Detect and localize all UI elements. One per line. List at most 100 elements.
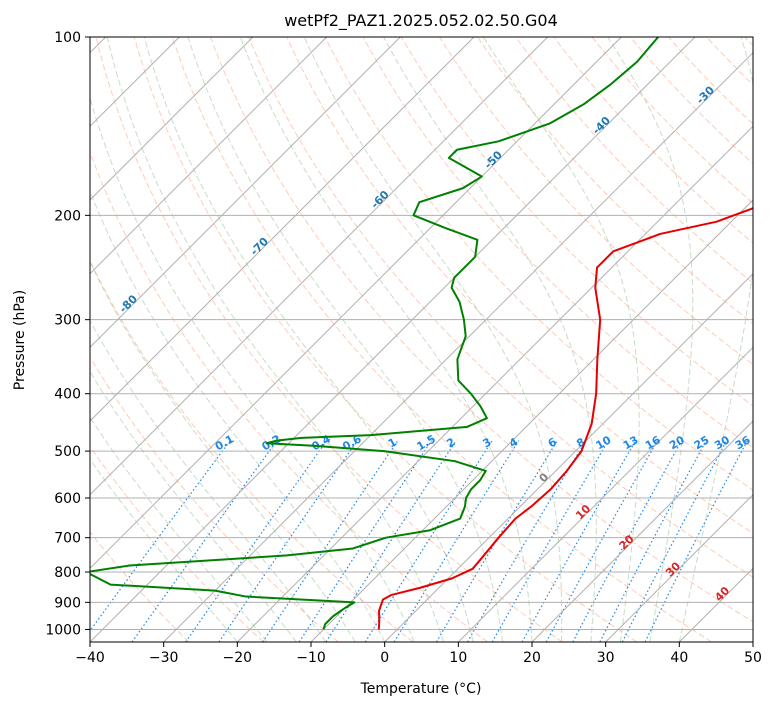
dry-adiabat-line: [248, 37, 753, 578]
isotherm-label: -80: [117, 292, 140, 315]
moist-adiabat-line: [90, 189, 386, 642]
moist-adiabat-line: [90, 370, 297, 642]
dry-adiabat-line: [210, 37, 753, 623]
y-tick-label: 100: [54, 30, 81, 46]
mixing-ratio-line: [599, 440, 707, 642]
y-tick-label: 800: [54, 565, 81, 581]
isotherm-line: [90, 37, 328, 275]
mixing-ratio-label: 6: [546, 435, 559, 450]
y-tick-label: 500: [54, 444, 81, 460]
mixing-ratio-label: 20: [667, 433, 687, 452]
mixing-ratio-line: [325, 440, 457, 642]
moist-adiabat-line: [90, 416, 268, 642]
isotherm-line: [236, 125, 753, 642]
dry-adiabat-line: [515, 37, 753, 284]
mixing-ratio-line: [218, 440, 358, 642]
dry-adiabat-line: [95, 37, 563, 642]
dewpoint-profile-line: [90, 37, 659, 630]
mixing-ratio-line: [131, 440, 278, 642]
x-axis-label: Temperature (°C): [360, 681, 482, 697]
mixing-ratio-label: 4: [507, 435, 520, 450]
x-tick-label: 20: [523, 650, 541, 666]
moist-adiabat-line: [90, 319, 327, 642]
y-tick-label: 1000: [45, 622, 81, 638]
dry-adiabat-line: [744, 37, 753, 47]
dry-adiabat-line: [133, 37, 638, 642]
mixing-ratio-label: 10: [594, 433, 614, 452]
isotherm-label: -30: [694, 83, 717, 106]
mixing-ratio-line: [545, 440, 659, 642]
isotherms: [90, 37, 753, 642]
x-tick-label: −10: [296, 650, 326, 666]
isotherm-line: [90, 37, 254, 201]
isotherm-line: [90, 37, 475, 422]
x-tick-label: 30: [597, 650, 615, 666]
dry-adiabat-line: [90, 531, 190, 642]
x-axis-ticks: −40 −30 −20 −10 0 10 20 30 40 50: [75, 642, 762, 666]
warm-isotherm-label: 30: [663, 559, 683, 579]
y-tick-label: 400: [54, 387, 81, 403]
y-tick-label: 700: [54, 531, 81, 547]
y-tick-label: 900: [54, 595, 81, 611]
isotherm-line: [384, 272, 753, 642]
isotherm-line: [605, 493, 753, 642]
isotherm-line: [310, 199, 753, 642]
mixing-ratio-line: [644, 440, 748, 642]
mixing-ratio-line: [185, 440, 328, 642]
x-tick-label: 50: [744, 650, 762, 666]
y-tick-label: 300: [54, 313, 81, 329]
x-tick-label: −40: [75, 650, 105, 666]
dry-adiabat-line: [90, 445, 264, 642]
moist-adiabat-line: [482, 37, 640, 642]
x-tick-label: 40: [670, 650, 688, 666]
mixing-ratio-label: 13: [621, 433, 641, 452]
temperature-profile-line: [377, 206, 753, 630]
plot-frame: [89, 36, 754, 643]
mixing-ratio-label: 16: [643, 433, 663, 452]
mixing-ratio-label: 1: [386, 435, 399, 450]
x-tick-label: 10: [449, 650, 467, 666]
dry-adiabat-line: [90, 150, 488, 642]
mixing-ratio-line: [90, 440, 231, 632]
mixing-ratio-label: 0.4: [310, 432, 334, 453]
isotherm-label: -60: [368, 188, 391, 211]
dry-adiabat-line: [400, 37, 753, 407]
mixing-ratio-line: [491, 440, 609, 642]
dry-adiabat-line: [90, 356, 339, 642]
dry-adiabat-line: [668, 37, 753, 125]
moist-adiabat-line: [678, 37, 753, 642]
mixing-ratio-line: [393, 440, 520, 642]
mixing-ratio-line: [466, 440, 587, 642]
dry-adiabat-line: [90, 259, 414, 642]
dry-adiabat-line: [439, 37, 753, 366]
isotherm-line: [90, 37, 549, 496]
moist-adiabat-line: [383, 37, 597, 642]
dry-adiabat-line: [591, 37, 753, 204]
moist-adiabat-line: [187, 37, 504, 642]
warm-isotherm-label: 40: [712, 584, 732, 604]
isotherm-label: -70: [248, 235, 271, 258]
moist-adiabat-line: [239, 37, 533, 642]
mixing-ratio-label: 2: [444, 435, 457, 450]
isotherm-line: [752, 641, 753, 642]
mixing-ratio-line: [298, 440, 432, 642]
mixing-ratio-line: [262, 440, 399, 642]
isotherm-line: [90, 37, 622, 570]
y-axis-ticks: 100 200 300 400 500 600 700 800 900 1000: [45, 30, 90, 638]
moist-adiabat-line: [106, 37, 445, 642]
mixing-ratio-label: 30: [712, 433, 732, 452]
x-tick-label: −20: [223, 650, 253, 666]
moist-adiabat-line: [303, 37, 563, 642]
isotherm-line: [678, 567, 753, 642]
moist-adiabat-line: [90, 458, 238, 642]
mixing-ratio-line: [521, 440, 637, 642]
isotherm-line: [90, 37, 696, 642]
dry-adiabat-line: [706, 37, 753, 86]
isotherm-line: [163, 51, 753, 642]
isotherm-line: [457, 346, 753, 642]
mixing-ratio-label: 3: [480, 435, 493, 450]
isotherm-line: [531, 420, 753, 642]
y-axis-label: Pressure (hPa): [12, 290, 28, 390]
profile-series: [90, 37, 753, 630]
